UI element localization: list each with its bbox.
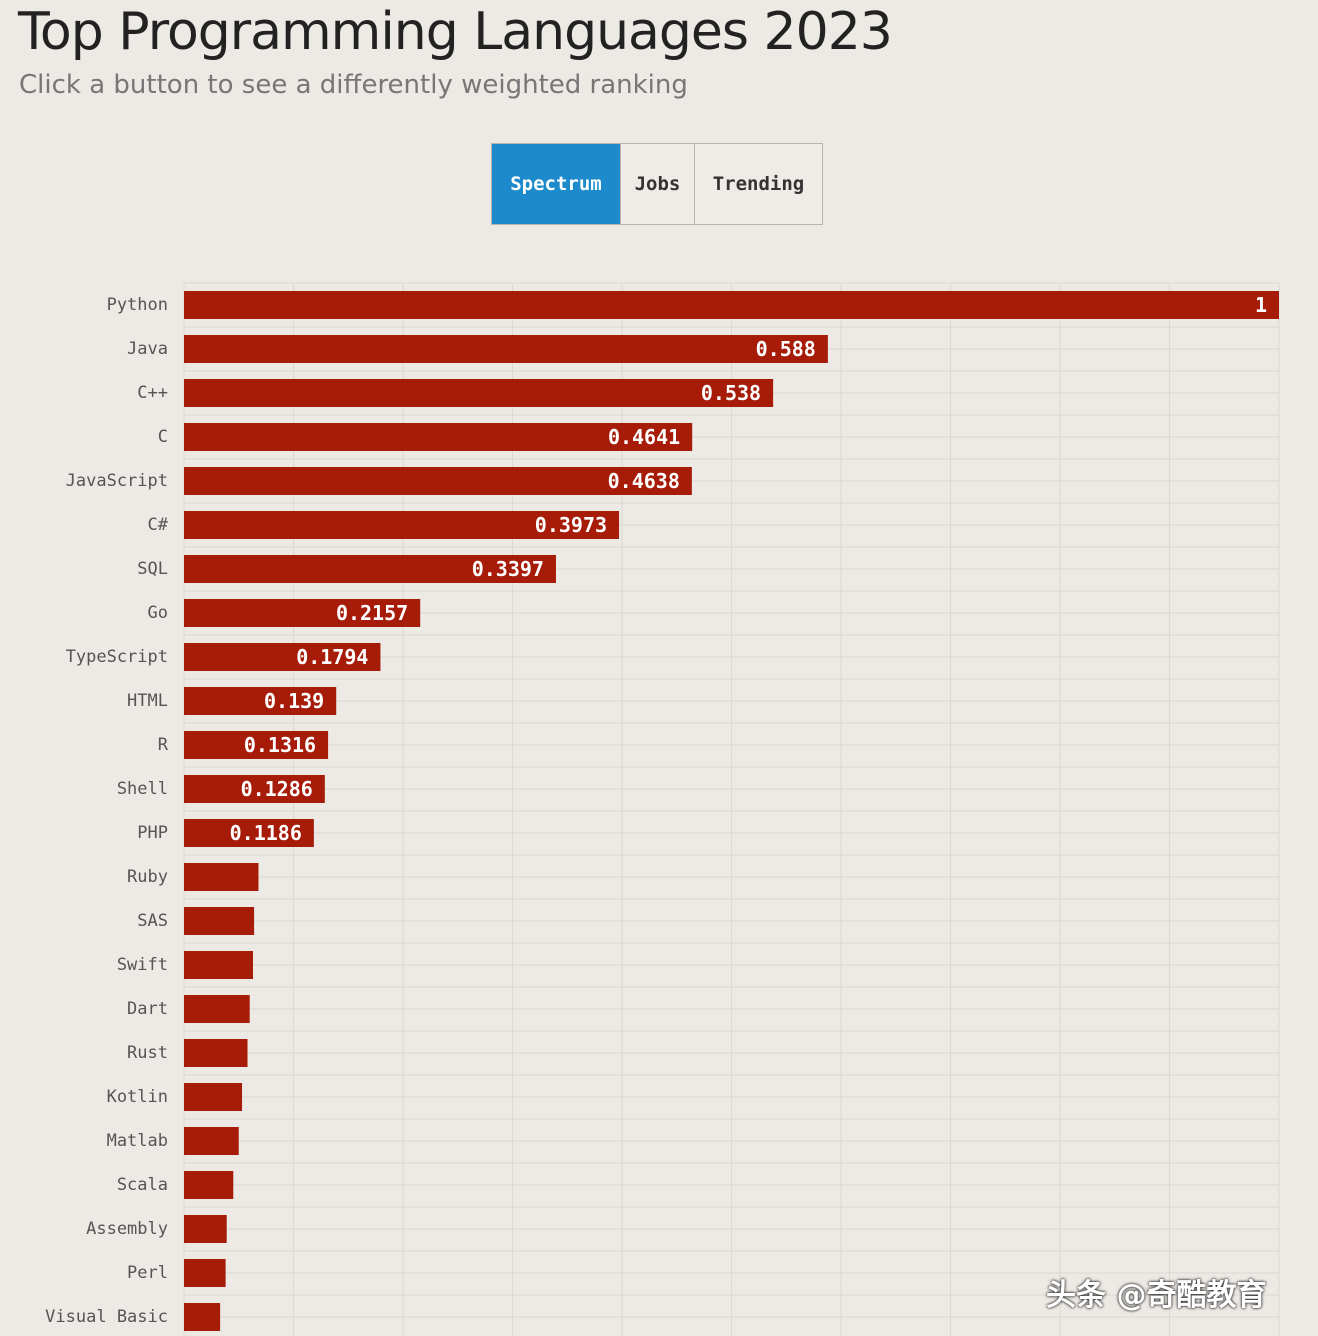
bar[interactable] (184, 555, 556, 583)
bar[interactable] (184, 467, 692, 495)
category-label: SQL (137, 559, 168, 579)
bar[interactable] (184, 335, 828, 363)
category-label: Scala (117, 1175, 168, 1195)
value-label: 0.139 (264, 689, 324, 713)
bar[interactable] (184, 643, 381, 671)
category-label: C# (148, 515, 169, 535)
category-label: C (158, 427, 168, 447)
category-label: Python (107, 295, 168, 315)
category-label: Assembly (86, 1219, 168, 1239)
category-label: HTML (127, 691, 168, 711)
bar[interactable] (184, 731, 329, 759)
bar[interactable] (184, 863, 259, 891)
bar[interactable] (184, 951, 253, 979)
value-label: 0.1794 (296, 645, 368, 669)
bar[interactable] (184, 819, 314, 847)
category-label: Visual Basic (45, 1307, 168, 1327)
value-label: 0.4641 (608, 425, 680, 449)
bar[interactable] (184, 1303, 221, 1331)
bar[interactable] (184, 995, 250, 1023)
category-label: R (158, 735, 169, 755)
value-label: 0.1286 (241, 777, 313, 801)
value-label: 0.1186 (230, 821, 302, 845)
category-label: C++ (137, 383, 168, 403)
bar[interactable] (184, 907, 255, 935)
chart-grid (183, 282, 1280, 1336)
value-label: 0.1316 (244, 733, 316, 757)
bar[interactable] (184, 379, 774, 407)
bar[interactable] (184, 291, 1279, 319)
trending-button[interactable]: Trending (694, 144, 822, 224)
category-label: TypeScript (66, 647, 168, 667)
category-label: PHP (137, 823, 168, 843)
category-label: SAS (137, 911, 168, 931)
value-label: 0.3973 (535, 513, 607, 537)
bar[interactable] (184, 1083, 243, 1111)
category-label: Rust (127, 1043, 168, 1063)
page-subtitle: Click a button to see a differently weig… (19, 70, 688, 100)
value-label: 0.3397 (472, 557, 544, 581)
bar[interactable] (184, 1215, 227, 1243)
page-title: Top Programming Languages 2023 (18, 2, 893, 62)
category-label: Dart (127, 999, 168, 1019)
category-label: Shell (117, 779, 168, 799)
category-label: Ruby (127, 867, 168, 887)
category-label: Swift (117, 955, 168, 975)
value-label: 0.588 (756, 337, 816, 361)
value-label: 0.538 (701, 381, 761, 405)
category-label: Matlab (107, 1131, 168, 1151)
bar[interactable] (184, 687, 337, 715)
bar[interactable] (184, 1039, 248, 1067)
value-label: 0.2157 (336, 601, 408, 625)
bar[interactable] (184, 1127, 239, 1155)
category-label: Kotlin (107, 1087, 168, 1107)
value-label: 1 (1255, 293, 1267, 317)
ranking-toggle: Spectrum Jobs Trending (491, 143, 823, 225)
category-label: Go (148, 603, 168, 623)
value-label: 0.4638 (608, 469, 680, 493)
bar[interactable] (184, 599, 421, 627)
category-labels: Python Java C++ C JavaScript C# SQL Go TypeScrip… (45, 295, 169, 1327)
watermark: 头条 @奇酷教育 (1046, 1278, 1267, 1313)
bar[interactable] (184, 1259, 226, 1287)
bar[interactable] (184, 1171, 234, 1199)
bar[interactable] (184, 423, 693, 451)
category-label: JavaScript (66, 471, 168, 491)
category-label: Perl (127, 1263, 168, 1283)
bar[interactable] (184, 775, 325, 803)
category-label: Java (127, 339, 168, 359)
jobs-button[interactable]: Jobs (620, 144, 694, 224)
spectrum-button[interactable]: Spectrum (492, 144, 620, 224)
chart-bars (184, 291, 1279, 1331)
bar[interactable] (184, 511, 620, 539)
